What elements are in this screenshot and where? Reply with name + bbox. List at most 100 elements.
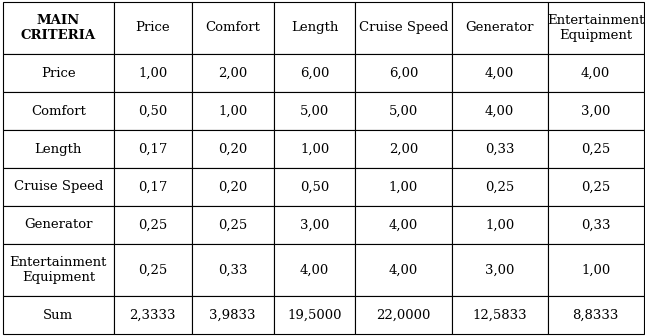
Bar	[114, 296, 192, 334]
Text: 1,00: 1,00	[485, 218, 514, 232]
Text: 4,00: 4,00	[389, 264, 418, 277]
Text: Comfort: Comfort	[31, 104, 86, 118]
Text: 8,8333: 8,8333	[573, 309, 619, 322]
Text: Cruise Speed: Cruise Speed	[359, 22, 448, 34]
Text: 0,25: 0,25	[581, 180, 610, 194]
Bar	[3, 168, 114, 206]
Text: 0,33: 0,33	[581, 218, 610, 232]
Bar	[355, 168, 452, 206]
Text: 0,25: 0,25	[581, 142, 610, 156]
Text: 0,33: 0,33	[485, 142, 514, 156]
Bar	[3, 244, 114, 296]
Bar	[355, 130, 452, 168]
Bar	[548, 54, 644, 92]
Bar	[355, 206, 452, 244]
Text: Generator: Generator	[465, 22, 534, 34]
Bar	[114, 2, 192, 54]
Text: 4,00: 4,00	[581, 67, 610, 80]
Text: 0,50: 0,50	[300, 180, 329, 194]
Text: 3,00: 3,00	[485, 264, 514, 277]
Text: 6,00: 6,00	[300, 67, 329, 80]
Text: 1,00: 1,00	[138, 67, 167, 80]
Bar	[192, 92, 273, 130]
Bar	[273, 92, 355, 130]
Text: 3,00: 3,00	[581, 104, 610, 118]
Bar	[451, 296, 548, 334]
Text: Length: Length	[35, 142, 82, 156]
Text: 6,00: 6,00	[389, 67, 418, 80]
Bar	[114, 54, 192, 92]
Bar	[3, 92, 114, 130]
Text: 19,5000: 19,5000	[287, 309, 342, 322]
Text: 0,25: 0,25	[138, 218, 167, 232]
Text: 4,00: 4,00	[300, 264, 329, 277]
Bar	[355, 244, 452, 296]
Bar	[548, 130, 644, 168]
Text: 0,25: 0,25	[218, 218, 247, 232]
Bar	[192, 2, 273, 54]
Bar	[355, 2, 452, 54]
Bar	[3, 54, 114, 92]
Text: Comfort: Comfort	[205, 22, 260, 34]
Bar	[273, 206, 355, 244]
Text: 22,0000: 22,0000	[376, 309, 431, 322]
Bar	[192, 296, 273, 334]
Bar	[273, 54, 355, 92]
Bar	[3, 296, 114, 334]
Text: 4,00: 4,00	[485, 67, 514, 80]
Text: MAIN
CRITERIA: MAIN CRITERIA	[21, 14, 96, 42]
Bar	[548, 206, 644, 244]
Text: Length: Length	[291, 22, 338, 34]
Text: Entertainment
Equipment: Entertainment Equipment	[547, 14, 644, 42]
Bar	[273, 168, 355, 206]
Bar	[192, 54, 273, 92]
Bar	[451, 206, 548, 244]
Text: 0,25: 0,25	[485, 180, 514, 194]
Bar	[355, 92, 452, 130]
Text: Sum: Sum	[43, 309, 74, 322]
Text: 2,00: 2,00	[218, 67, 247, 80]
Bar	[192, 206, 273, 244]
Text: 1,00: 1,00	[300, 142, 329, 156]
Bar	[451, 54, 548, 92]
Text: 1,00: 1,00	[218, 104, 247, 118]
Text: 0,20: 0,20	[218, 180, 247, 194]
Text: 0,25: 0,25	[138, 264, 167, 277]
Text: 2,3333: 2,3333	[130, 309, 176, 322]
Bar	[451, 92, 548, 130]
Text: 4,00: 4,00	[485, 104, 514, 118]
Text: 2,00: 2,00	[389, 142, 418, 156]
Bar	[114, 130, 192, 168]
Bar	[192, 130, 273, 168]
Bar	[114, 206, 192, 244]
Bar	[114, 168, 192, 206]
Text: 5,00: 5,00	[300, 104, 329, 118]
Bar	[273, 296, 355, 334]
Text: 12,5833: 12,5833	[472, 309, 527, 322]
Text: Price: Price	[135, 22, 170, 34]
Text: 1,00: 1,00	[581, 264, 610, 277]
Bar	[273, 130, 355, 168]
Text: Cruise Speed: Cruise Speed	[14, 180, 103, 194]
Bar	[192, 168, 273, 206]
Text: 3,9833: 3,9833	[210, 309, 256, 322]
Text: 0,17: 0,17	[138, 180, 167, 194]
Bar	[548, 2, 644, 54]
Text: 5,00: 5,00	[389, 104, 418, 118]
Text: 3,00: 3,00	[300, 218, 329, 232]
Bar	[451, 244, 548, 296]
Bar	[192, 244, 273, 296]
Text: Generator: Generator	[24, 218, 93, 232]
Text: 0,50: 0,50	[138, 104, 167, 118]
Text: Entertainment
Equipment: Entertainment Equipment	[10, 256, 107, 284]
Text: 0,17: 0,17	[138, 142, 167, 156]
Bar	[114, 92, 192, 130]
Bar	[548, 92, 644, 130]
Text: Price: Price	[41, 67, 75, 80]
Bar	[273, 244, 355, 296]
Bar	[355, 54, 452, 92]
Bar	[273, 2, 355, 54]
Bar	[548, 296, 644, 334]
Text: 4,00: 4,00	[389, 218, 418, 232]
Bar	[451, 2, 548, 54]
